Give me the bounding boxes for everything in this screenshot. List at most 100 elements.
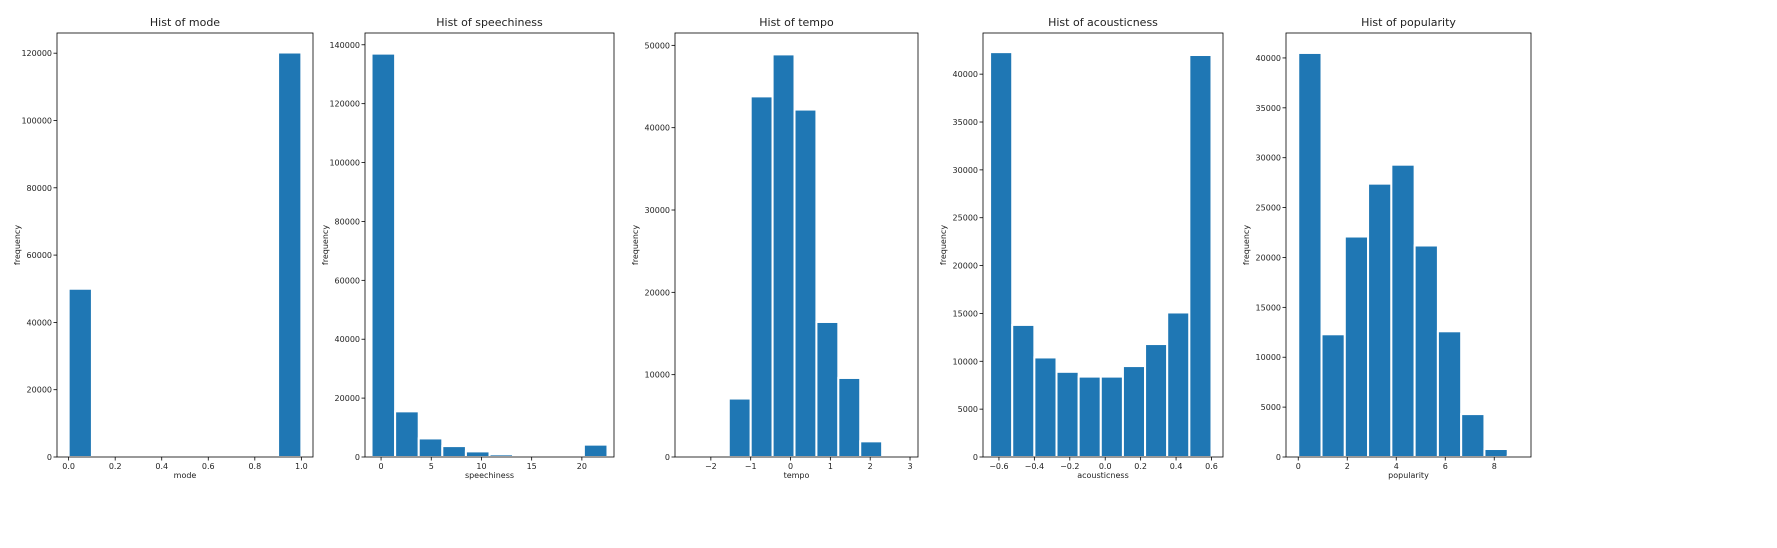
y-tick-label: 60000	[335, 276, 360, 285]
x-tick-label: 0	[788, 462, 793, 471]
y-tick-label: 50000	[645, 41, 670, 50]
histogram-bar	[1166, 311, 1191, 458]
y-tick-label: 5000	[958, 405, 978, 414]
axes-frame	[674, 32, 919, 458]
y-tick-label: 10000	[645, 371, 670, 380]
chart-title: Hist of popularity	[1361, 16, 1456, 29]
y-axis-label: frequency	[1242, 225, 1251, 265]
histogram-bar	[1390, 163, 1416, 458]
y-tick-label: 0	[665, 453, 670, 462]
y-tick-label: 35000	[953, 118, 978, 127]
y-tick-label: 15000	[953, 309, 978, 318]
histogram-bar	[1099, 375, 1124, 459]
histogram-bar	[1121, 365, 1147, 458]
histogram-bar	[859, 440, 884, 458]
y-tick-label: 5000	[1261, 403, 1281, 412]
x-tick-label: 0.2	[109, 462, 122, 471]
histogram-panel: Hist of speechiness 0 5 10 15 20 0 20000 40000 60…	[321, 16, 615, 480]
histogram-bar	[1367, 182, 1393, 458]
y-tick-label: 120000	[21, 49, 52, 58]
axes-frame	[982, 32, 1224, 458]
y-tick-label: 60000	[27, 251, 52, 260]
x-tick-label: 0.6	[202, 462, 215, 471]
x-tick-label: −0.6	[989, 462, 1008, 471]
y-axis-label: frequency	[939, 225, 948, 265]
histogram-bar	[1320, 333, 1346, 458]
y-tick-label: 20000	[335, 394, 360, 403]
y-tick-label: 0	[47, 453, 52, 462]
y-tick-label: 20000	[645, 288, 670, 297]
y-tick-label: 35000	[1256, 104, 1281, 113]
x-tick-label: 2	[1345, 462, 1350, 471]
x-tick-label: 8	[1492, 462, 1497, 471]
histogram-bar	[793, 108, 818, 459]
histogram-bar	[1436, 330, 1463, 459]
histogram-bar	[277, 51, 303, 459]
x-tick-label: −1	[745, 462, 757, 471]
y-tick-label: 25000	[1256, 204, 1281, 213]
histogram-bar	[370, 52, 397, 458]
histogram-bar	[394, 410, 420, 459]
x-tick-label: 6	[1443, 462, 1448, 471]
chart-title: Hist of mode	[150, 16, 220, 29]
x-tick-label: 15	[527, 462, 537, 471]
y-tick-label: 120000	[329, 100, 360, 109]
x-tick-label: 1	[828, 462, 833, 471]
x-tick-label: 20	[577, 462, 587, 471]
y-tick-label: 30000	[645, 206, 670, 215]
histogram-bar	[1483, 448, 1509, 459]
histogram-bar	[1144, 343, 1169, 458]
x-tick-label: 10	[476, 462, 486, 471]
histogram-bar	[837, 376, 862, 458]
y-tick-label: 25000	[953, 214, 978, 223]
histogram-bar	[749, 95, 774, 459]
chart-title: Hist of speechiness	[436, 16, 543, 29]
histogram-bar	[1343, 235, 1370, 458]
histogram-bar	[1188, 54, 1213, 458]
histogram-bar	[1077, 375, 1102, 459]
histogram-bar	[771, 53, 796, 459]
y-tick-label: 80000	[27, 184, 52, 193]
y-tick-label: 15000	[1256, 303, 1281, 312]
histogram-bar	[727, 397, 752, 458]
x-axis-label: acousticness	[1077, 471, 1129, 480]
y-tick-label: 40000	[953, 70, 978, 79]
x-tick-label: 0.0	[62, 462, 75, 471]
histogram-bar	[1055, 370, 1080, 459]
y-tick-label: 10000	[953, 357, 978, 366]
histogram-bar	[1011, 323, 1036, 458]
x-axis-label: tempo	[784, 471, 810, 480]
x-axis-label: mode	[174, 471, 197, 480]
x-axis-label: speechiness	[465, 471, 514, 480]
histogram-bar	[464, 450, 491, 458]
axes-frame	[364, 32, 615, 458]
histogram-bar	[417, 437, 444, 459]
axes-frame	[1285, 32, 1532, 458]
histogram-bar	[1460, 413, 1486, 458]
histogram-bar	[582, 443, 609, 458]
x-tick-label: 2	[868, 462, 873, 471]
y-tick-label: 0	[973, 453, 978, 462]
y-tick-label: 30000	[953, 166, 978, 175]
x-tick-label: −0.2	[1060, 462, 1079, 471]
y-tick-label: 80000	[335, 217, 360, 226]
y-tick-label: 40000	[645, 124, 670, 133]
x-tick-label: 4	[1394, 462, 1399, 471]
x-tick-label: 0.2	[1134, 462, 1147, 471]
y-tick-label: 40000	[1256, 54, 1281, 63]
histogram-panel: Hist of tempo −2 −1 0 1 2 3 0 10000 20000 30000 400…	[631, 16, 919, 480]
histogram-panel: Hist of mode 0.0 0.2 0.4 0.6 0.8 1.0 0 20000 4000…	[13, 16, 314, 480]
y-tick-label: 40000	[27, 318, 52, 327]
y-tick-label: 0	[1276, 453, 1281, 462]
x-axis-label: popularity	[1388, 471, 1429, 480]
histogram-bar	[1033, 356, 1058, 459]
y-axis-label: frequency	[631, 225, 640, 265]
histogram-bar	[67, 287, 93, 458]
x-tick-label: 0.4	[1170, 462, 1183, 471]
y-tick-label: 20000	[953, 262, 978, 271]
y-tick-label: 40000	[335, 335, 360, 344]
y-axis-label: frequency	[321, 225, 330, 265]
x-tick-label: 0.4	[155, 462, 168, 471]
x-tick-label: 0	[1296, 462, 1301, 471]
